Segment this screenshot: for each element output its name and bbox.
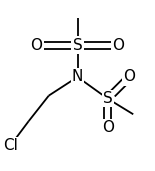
Text: O: O [113, 38, 125, 53]
Text: O: O [30, 38, 42, 53]
Text: O: O [102, 120, 114, 135]
Text: S: S [73, 38, 82, 53]
Text: O: O [123, 69, 135, 84]
Text: N: N [72, 69, 83, 84]
Text: Cl: Cl [3, 139, 18, 153]
Text: S: S [103, 91, 113, 106]
